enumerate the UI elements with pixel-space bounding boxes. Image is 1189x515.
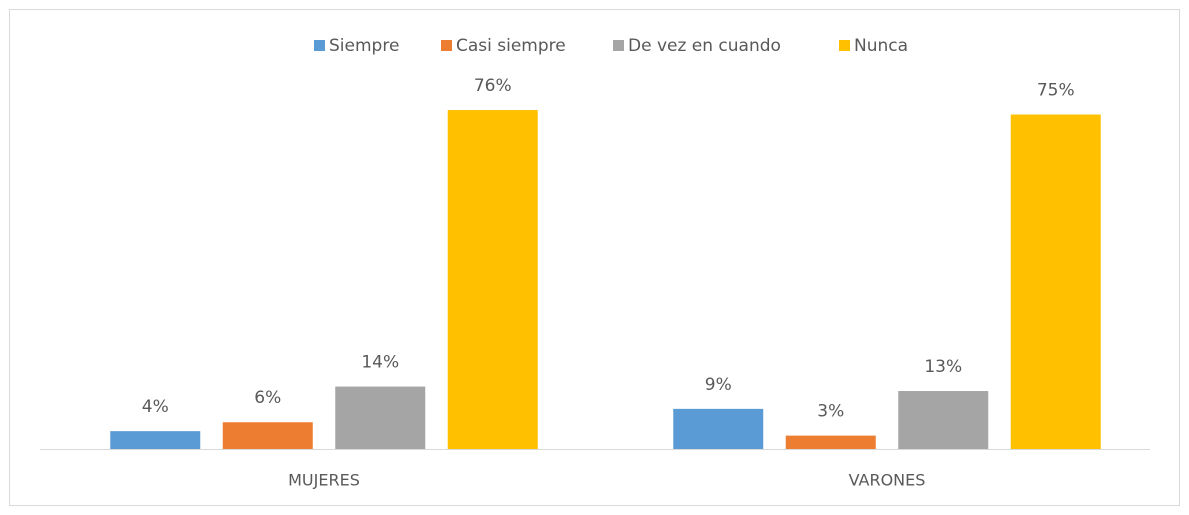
bar <box>447 110 538 449</box>
data-label: 76% <box>474 76 512 96</box>
data-label: 9% <box>705 375 732 395</box>
bar <box>785 435 876 449</box>
legend-label: Nunca <box>854 36 908 56</box>
legend-label: Casi siempre <box>456 36 566 56</box>
bar <box>110 431 201 449</box>
data-label: 75% <box>1037 81 1075 101</box>
legend-label: De vez en cuando <box>628 36 781 56</box>
bar <box>335 386 426 449</box>
chart-frame <box>9 9 1180 506</box>
legend-swatch <box>441 40 452 51</box>
legend-swatch <box>613 40 624 51</box>
data-label: 6% <box>254 388 281 408</box>
legend-label: Siempre <box>329 36 399 56</box>
bar <box>1010 114 1101 449</box>
x-tick-label: MUJERES <box>288 471 360 490</box>
bar <box>898 391 989 449</box>
data-label: 13% <box>924 357 962 377</box>
legend-swatch <box>314 40 325 51</box>
data-label: 3% <box>817 402 844 422</box>
data-label: 14% <box>361 353 399 373</box>
legend-swatch <box>839 40 850 51</box>
data-label: 4% <box>142 397 169 417</box>
x-tick-label: VARONES <box>849 471 926 490</box>
bar <box>673 408 764 449</box>
bar <box>222 422 313 449</box>
